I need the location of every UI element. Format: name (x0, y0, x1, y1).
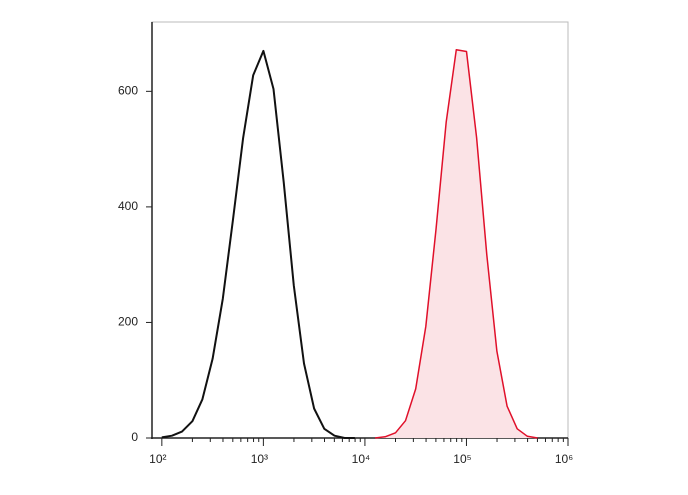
x-tick-label: 10² (149, 452, 166, 466)
y-tick-label: 600 (118, 84, 138, 98)
y-tick-label: 200 (118, 315, 138, 329)
y-tick-label: 400 (118, 199, 138, 213)
x-tick-label: 10⁶ (555, 452, 573, 466)
x-tick-label: 10⁵ (453, 452, 471, 466)
plot-frame (151, 21, 569, 439)
x-tick-label: 10³ (251, 452, 268, 466)
x-tick-label: 10⁴ (352, 452, 371, 466)
histogram-area (375, 49, 538, 438)
histogram-line (375, 48, 538, 439)
histogram-line (161, 49, 355, 439)
y-tick-label: 0 (131, 430, 138, 444)
